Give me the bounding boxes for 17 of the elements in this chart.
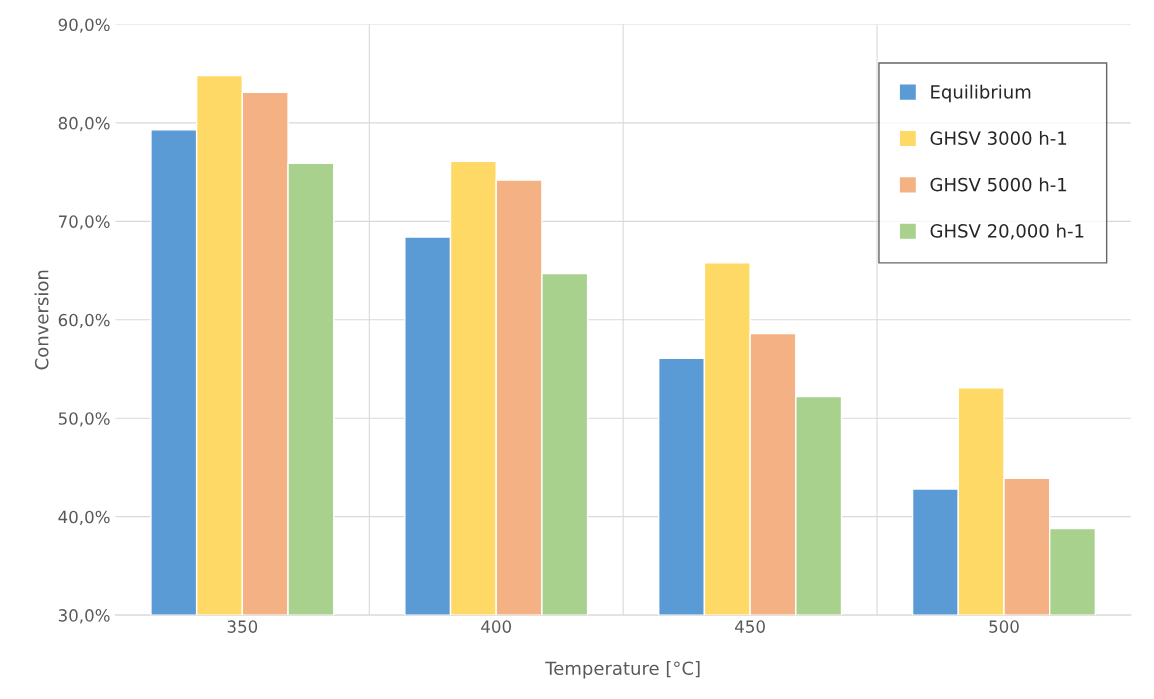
legend-label: Equilibrium [931, 84, 1031, 103]
x-axis-title: Temperature [°C] [545, 661, 700, 679]
x-tick-label: 500 [989, 620, 1019, 633]
x-tick-label: 450 [735, 620, 765, 633]
legend-label: GHSV 3000 h-1 [930, 131, 1067, 146]
y-tick-label: 50,0% [58, 412, 110, 427]
y-tick-label: 40,0% [58, 510, 110, 525]
y-tick-label: 90,0% [58, 18, 110, 33]
y-tick-label: 80,0% [58, 116, 110, 132]
y-tick-label: 30,0% [58, 609, 110, 624]
x-tick-label: 350 [227, 620, 258, 633]
y-axis-title: Conversion [34, 270, 49, 370]
x-tick-label: 400 [481, 620, 512, 633]
y-tick-label: 70,0% [58, 215, 110, 230]
y-tick-label: 60,0% [58, 313, 110, 329]
legend-label: GHSV 5000 h-1 [930, 177, 1067, 192]
legend-label: GHSV 20,000 h-1 [930, 223, 1084, 240]
